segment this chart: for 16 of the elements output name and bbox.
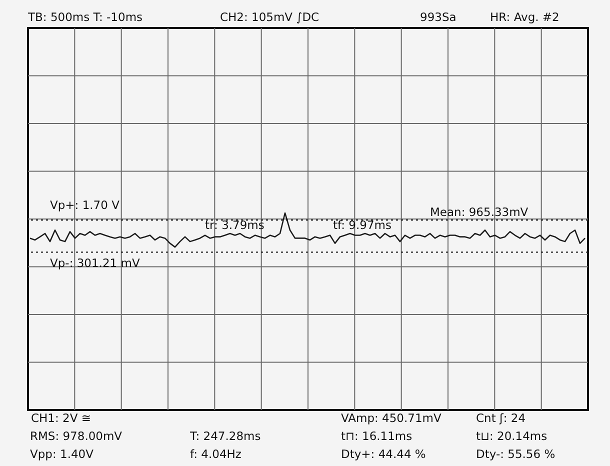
text: Dty-: 55.56 %	[476, 447, 556, 461]
text: TB: 500ms T: -10ms	[27, 10, 143, 24]
text: Dty+: 44.44 %	[341, 447, 426, 461]
text: CH1: 2V ≅	[31, 411, 91, 425]
text: CH2: 105mV ∫DC	[220, 10, 320, 24]
text: f: 4.04Hz	[190, 447, 242, 461]
text: 993Sa	[420, 10, 456, 24]
text: Cnt ʃ: 24	[476, 411, 526, 425]
text: t⊔: 20.14ms	[476, 429, 548, 443]
text: RMS: 978.00mV	[30, 429, 122, 443]
text: VAmp: 450.71mV	[341, 411, 442, 425]
text: t⊓: 16.11ms	[341, 429, 412, 443]
text: HR: Avg. #2	[490, 10, 560, 24]
text: Vpp: 1.40V	[30, 447, 94, 461]
annotation: Vp-: 301.21 mV	[50, 256, 140, 270]
text: T: 247.28ms	[189, 429, 261, 443]
